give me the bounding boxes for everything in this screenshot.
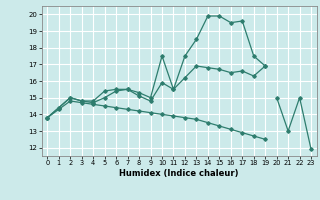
X-axis label: Humidex (Indice chaleur): Humidex (Indice chaleur) <box>119 169 239 178</box>
